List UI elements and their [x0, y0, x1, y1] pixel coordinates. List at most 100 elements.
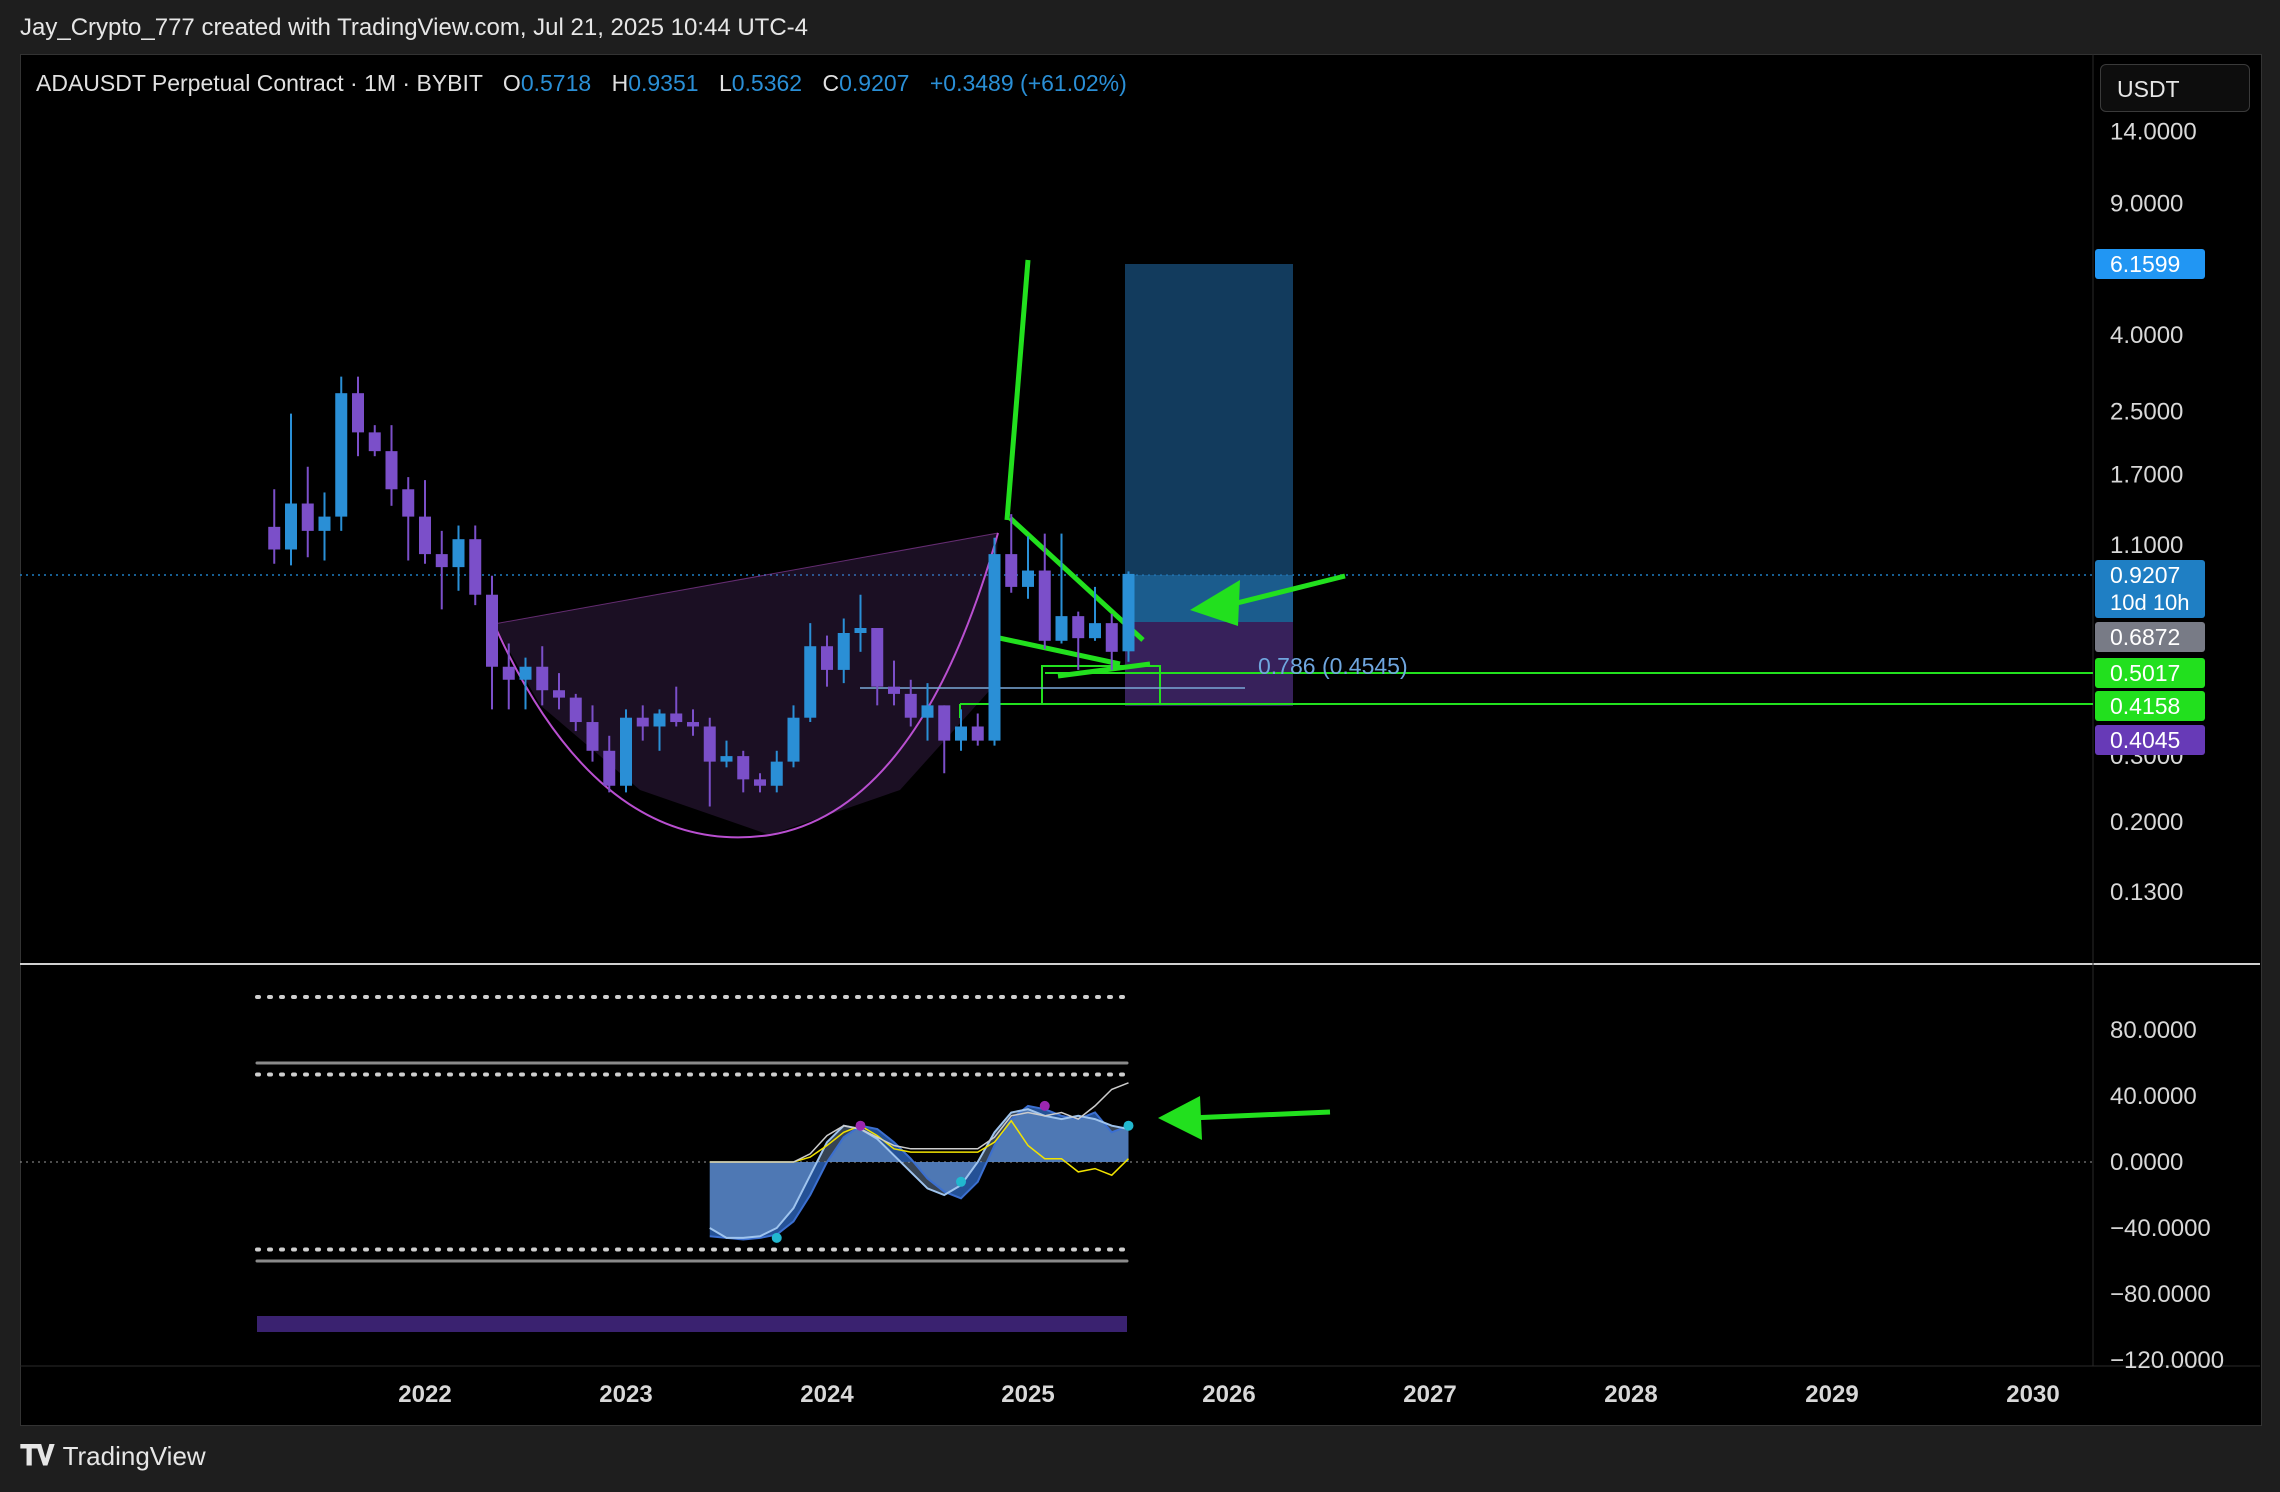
candle: [770, 750, 783, 793]
time-axis-label: 2027: [1403, 1381, 1456, 1408]
candle: [754, 773, 766, 793]
candle-body: [837, 633, 850, 670]
candle-body: [854, 628, 867, 634]
oscillator-axis-label: 0.0000: [2110, 1149, 2183, 1176]
candle-body: [1072, 616, 1085, 639]
candle-body: [1038, 570, 1051, 641]
candle: [402, 477, 415, 561]
candle: [1105, 613, 1118, 670]
oscillator-axis-label: 40.0000: [2110, 1083, 2197, 1110]
candle-body: [469, 539, 482, 595]
candle: [921, 683, 934, 741]
candle: [452, 525, 465, 591]
candle-body: [536, 666, 549, 691]
candle: [871, 628, 884, 706]
candle-body: [804, 646, 817, 718]
price-tag-countdown: 10d 10h: [2110, 590, 2190, 615]
candle: [636, 705, 649, 741]
symbol-name: ADAUSDT Perpetual Contract · 1M · BYBIT: [36, 70, 483, 96]
candle: [804, 623, 817, 723]
candle: [904, 679, 917, 727]
oscillator-axis: 80.0000 40.0000 0.0000 −40.0000 −80.0000 −120…: [2110, 1017, 2224, 1374]
candle-body: [904, 693, 917, 718]
high-key: H: [611, 70, 629, 96]
candle-body: [687, 722, 699, 727]
oscillator-line: [709, 1108, 1129, 1239]
arrow-annotation-price: [1190, 573, 1346, 626]
candle: [687, 709, 699, 736]
price-tag: 0.5017: [2095, 658, 2205, 688]
price-tag-value: 0.9207: [2110, 562, 2180, 588]
oscillator-axis-label: −40.0000: [2110, 1215, 2211, 1242]
candle: [1005, 514, 1018, 593]
brand-name: TradingView: [62, 1441, 206, 1471]
candles-group: [268, 376, 1135, 807]
candle-body: [1089, 623, 1101, 639]
candle-body: [821, 646, 833, 670]
candle: [553, 673, 565, 710]
candle: [787, 705, 800, 768]
support-zone-box: [1041, 665, 1161, 705]
close-key: C: [822, 70, 840, 96]
candle: [268, 489, 281, 564]
candle-body: [402, 489, 415, 517]
oscillator-axis-label: −80.0000: [2110, 1281, 2211, 1308]
candle: [737, 750, 750, 793]
candle-body: [268, 526, 281, 550]
candle: [502, 643, 515, 710]
candle: [486, 575, 498, 710]
candle-body: [519, 666, 532, 680]
candle: [435, 530, 448, 610]
candle-body: [352, 393, 364, 433]
time-axis-label: 2025: [1001, 1381, 1054, 1408]
candle-body: [553, 690, 565, 698]
oscillator-marker: [1123, 1120, 1134, 1131]
candle-body: [653, 713, 666, 727]
price-axis-label: 0.1300: [2110, 879, 2183, 906]
arrow-annotation-oscillator: [1158, 1096, 1331, 1140]
oscillator-axis-label: 80.0000: [2110, 1017, 2197, 1044]
candle: [1022, 536, 1034, 599]
candle: [519, 657, 532, 710]
currency-button[interactable]: USDT: [2100, 64, 2250, 112]
time-axis-label: 2024: [800, 1381, 854, 1408]
candle: [1089, 586, 1101, 641]
candle: [703, 717, 716, 807]
price-tag: 0.6872: [2095, 622, 2205, 652]
candle: [368, 425, 381, 457]
low-key: L: [718, 70, 732, 96]
candle: [1072, 611, 1085, 670]
oscillator-marker: [956, 1176, 966, 1187]
candle-body: [938, 705, 951, 741]
time-axis-label: 2022: [398, 1381, 451, 1408]
price-axis-label: 1.1000: [2110, 532, 2183, 559]
price-axis-label: 9.0000: [2110, 190, 2183, 217]
price-axis-label: 14.0000: [2110, 119, 2197, 146]
open-value: 0.5718: [520, 70, 592, 96]
time-axis-label: 2029: [1805, 1381, 1858, 1408]
candle-body: [569, 697, 582, 723]
price-axis-label: 2.5000: [2110, 399, 2183, 426]
candle: [385, 425, 398, 506]
price-axis: 14.00009.00004.00002.50001.70001.10000.3…: [2110, 119, 2197, 906]
candle-body: [888, 686, 900, 694]
time-axis: 2022 2023 2024 2025 2026 2027 2028 2029 2030: [398, 1381, 2059, 1408]
price-tag: 6.1599: [2095, 249, 2205, 279]
symbol-legend: ADAUSDT Perpetual Contract · 1M · BYBIT …: [36, 70, 1127, 97]
cup-curve: [493, 532, 999, 839]
candle: [285, 413, 297, 566]
low-value: 0.5362: [731, 70, 803, 96]
oscillator-marker: [855, 1120, 866, 1131]
time-axis-label: 2023: [599, 1381, 652, 1408]
price-axis-label: 1.7000: [2110, 461, 2183, 488]
candle: [854, 594, 867, 652]
candle-body: [435, 554, 448, 568]
candle-body: [770, 761, 783, 786]
price-tag: 0.4045: [2095, 725, 2205, 755]
candle-body: [318, 516, 331, 531]
candle-body: [787, 717, 800, 762]
candle: [419, 480, 431, 564]
